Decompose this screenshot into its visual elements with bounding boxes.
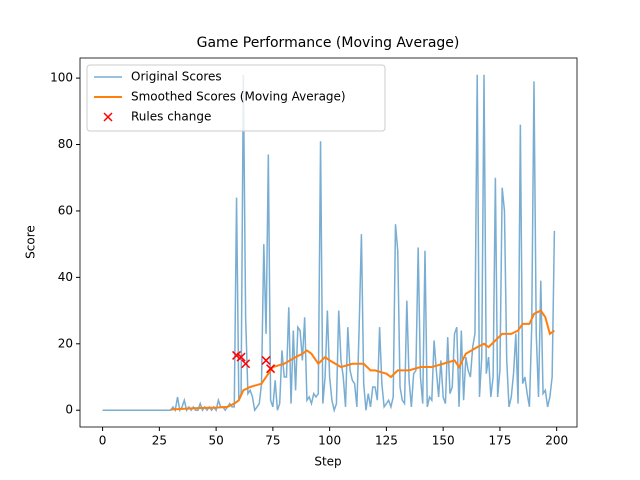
y-axis-label: Score (24, 225, 38, 259)
y-tick-label: 80 (58, 137, 73, 151)
y-tick-label: 60 (58, 203, 73, 217)
x-tick-label: 0 (99, 434, 107, 448)
x-tick-label: 100 (318, 434, 341, 448)
line (170, 309, 555, 411)
x-tick-label: 125 (375, 434, 398, 448)
y-tick-label: 0 (65, 403, 73, 417)
y-tick-label: 100 (50, 71, 73, 85)
x-tick-label: 25 (152, 434, 167, 448)
marker (261, 355, 271, 365)
x-axis-label: Step (314, 455, 341, 469)
legend-marker (103, 112, 113, 122)
legend: Original Scores Smoothed Scores (Moving A… (86, 64, 386, 132)
marker (241, 359, 251, 369)
x-tick-label: 150 (432, 434, 455, 448)
line (102, 74, 556, 413)
legend-label: Rules change (131, 110, 211, 124)
legend-label: Original Scores (131, 70, 222, 84)
y-tick-label: 20 (58, 336, 73, 350)
y-tick-label: 40 (58, 270, 73, 284)
x-tick-label: 75 (265, 434, 280, 448)
x-tick-label: 175 (488, 434, 511, 448)
x-tick-label: 200 (545, 434, 568, 448)
legend-box (86, 64, 386, 132)
plot-frame (79, 57, 578, 428)
chart-title: Game Performance (Moving Average) (197, 35, 460, 51)
x-tick-label: 50 (208, 434, 223, 448)
legend-label: Smoothed Scores (Moving Average) (131, 90, 346, 104)
marker (236, 352, 246, 362)
marker (266, 364, 276, 374)
